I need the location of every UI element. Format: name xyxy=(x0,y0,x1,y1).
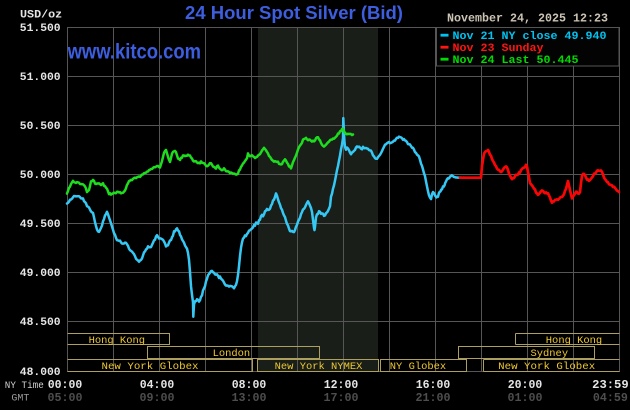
svg-text:November 24, 2025 12:23: November 24, 2025 12:23 xyxy=(447,12,608,26)
svg-text:17:00: 17:00 xyxy=(324,391,359,405)
svg-text:50.500: 50.500 xyxy=(20,121,61,133)
svg-text:www.kitco.com: www.kitco.com xyxy=(67,40,201,63)
svg-text:00:00: 00:00 xyxy=(48,378,83,392)
svg-text:51.000: 51.000 xyxy=(20,72,61,84)
svg-text:05:00: 05:00 xyxy=(48,391,83,405)
svg-text:50.000: 50.000 xyxy=(20,170,61,182)
svg-text:01:00: 01:00 xyxy=(508,391,543,405)
svg-text:Hong Kong: Hong Kong xyxy=(546,335,602,347)
svg-text:New York NYMEX: New York NYMEX xyxy=(275,361,363,373)
svg-text:USD/oz: USD/oz xyxy=(20,9,62,21)
svg-text:08:00: 08:00 xyxy=(232,378,267,392)
svg-text:London: London xyxy=(213,348,251,360)
svg-text:04:00: 04:00 xyxy=(140,378,175,392)
svg-text:Sydney: Sydney xyxy=(530,348,568,360)
svg-text:Nov 21 NY close 49.940: Nov 21 NY close 49.940 xyxy=(453,31,607,43)
svg-text:23:59: 23:59 xyxy=(592,378,629,392)
svg-text:13:00: 13:00 xyxy=(232,391,267,405)
svg-text:48.500: 48.500 xyxy=(20,317,61,329)
svg-text:New York Globex: New York Globex xyxy=(102,361,199,373)
svg-text:16:00: 16:00 xyxy=(416,378,451,392)
svg-text:New York Globex: New York Globex xyxy=(498,361,595,373)
svg-text:GMT: GMT xyxy=(11,394,29,405)
svg-text:51.500: 51.500 xyxy=(20,23,61,35)
svg-text:NY Globex: NY Globex xyxy=(390,361,446,373)
svg-text:24 Hour Spot Silver (Bid): 24 Hour Spot Silver (Bid) xyxy=(185,2,403,23)
svg-text:20:00: 20:00 xyxy=(508,378,543,392)
svg-text:NY Time: NY Time xyxy=(5,380,44,392)
svg-text:49.500: 49.500 xyxy=(20,219,61,231)
svg-text:49.000: 49.000 xyxy=(20,268,61,280)
svg-text:21:00: 21:00 xyxy=(416,391,451,405)
svg-text:04:59: 04:59 xyxy=(593,391,628,405)
svg-text:Hong Kong: Hong Kong xyxy=(89,335,145,347)
svg-text:12:00: 12:00 xyxy=(324,378,359,392)
svg-text:48.000: 48.000 xyxy=(20,367,61,379)
svg-text:Nov 23 Sunday: Nov 23 Sunday xyxy=(453,43,544,55)
svg-text:Nov 24 Last 50.445: Nov 24 Last 50.445 xyxy=(453,55,579,67)
svg-text:09:00: 09:00 xyxy=(140,391,175,405)
